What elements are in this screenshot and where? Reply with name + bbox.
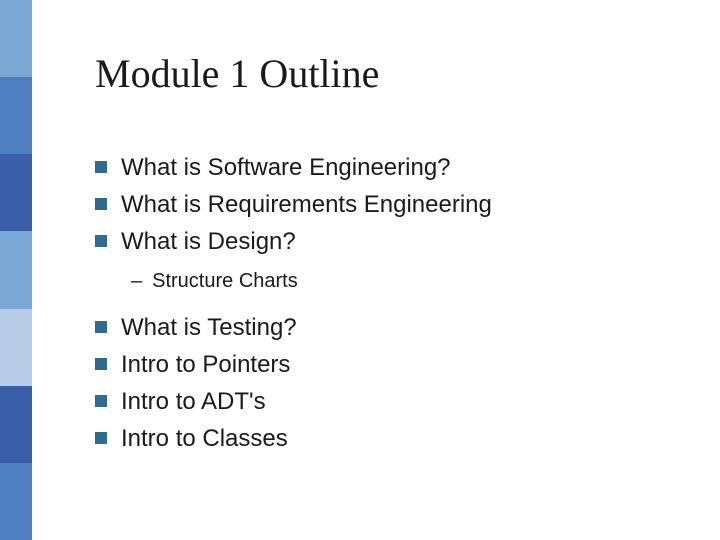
sidebar-segment [0, 386, 32, 463]
list-item: What is Requirements Engineering [95, 189, 680, 220]
bullet-icon [95, 321, 107, 333]
list-item-text: What is Software Engineering? [121, 152, 451, 183]
list-item-text: Intro to ADT's [121, 386, 266, 417]
sidebar-segment [0, 0, 32, 77]
list-item-text: Intro to Pointers [121, 349, 290, 380]
bullet-icon [95, 198, 107, 210]
sub-list-item-text: Structure Charts [152, 268, 298, 294]
list-item: Intro to Classes [95, 423, 680, 454]
bullet-icon [95, 235, 107, 247]
list-item-text: What is Testing? [121, 312, 297, 343]
list-item: What is Software Engineering? [95, 152, 680, 183]
list-item-text: What is Design? [121, 226, 296, 257]
sub-bullet-dash: – [131, 268, 142, 294]
slide-title: Module 1 Outline [95, 50, 680, 97]
sidebar-segment [0, 231, 32, 308]
bullet-icon [95, 358, 107, 370]
sub-list-item: – Structure Charts [131, 268, 680, 294]
decorative-sidebar [0, 0, 32, 540]
sidebar-segment [0, 463, 32, 540]
sidebar-segment [0, 77, 32, 154]
list-item: Intro to Pointers [95, 349, 680, 380]
bullet-icon [95, 395, 107, 407]
sidebar-segment [0, 154, 32, 231]
slide-content: Module 1 Outline What is Software Engine… [95, 50, 680, 460]
bullet-icon [95, 161, 107, 173]
sidebar-segment [0, 309, 32, 386]
list-item: Intro to ADT's [95, 386, 680, 417]
list-item-text: What is Requirements Engineering [121, 189, 492, 220]
list-item: What is Testing? [95, 312, 680, 343]
bullet-list: What is Software Engineering? What is Re… [95, 152, 680, 454]
list-item-text: Intro to Classes [121, 423, 288, 454]
bullet-icon [95, 432, 107, 444]
list-item: What is Design? [95, 226, 680, 257]
